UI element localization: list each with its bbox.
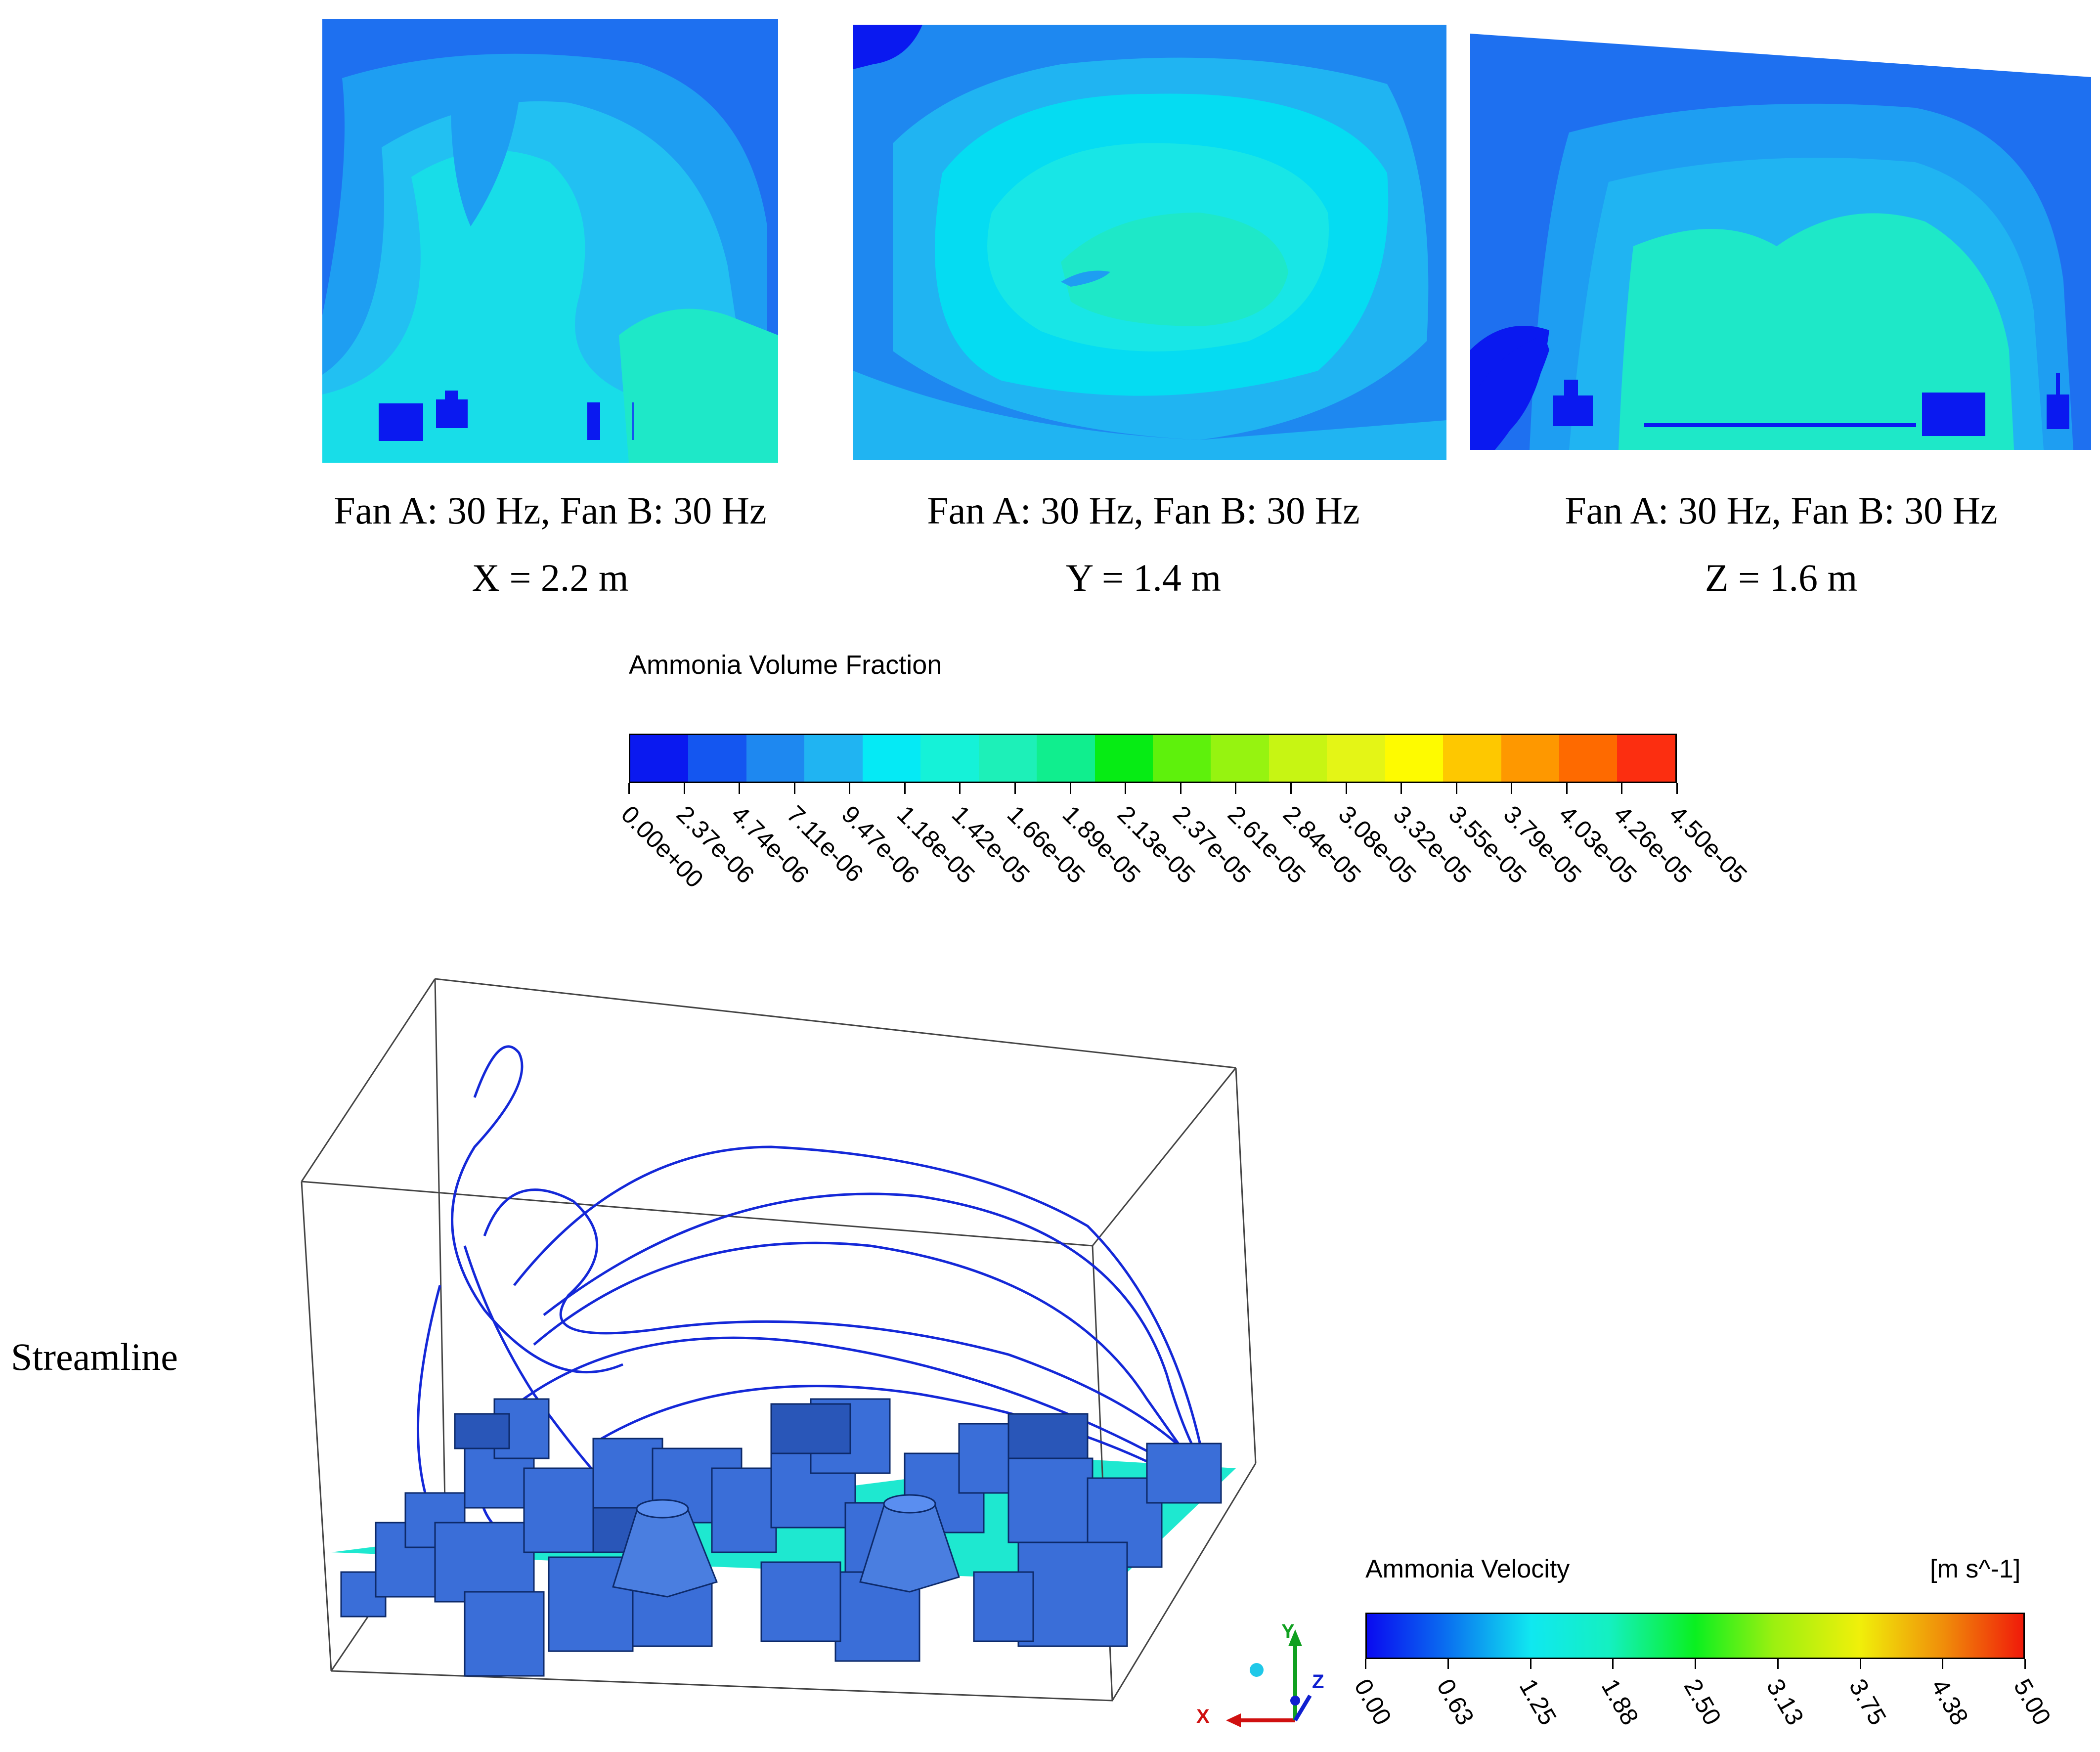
volume-fraction-color-segment [1559, 735, 1618, 782]
contour-plot-z [1470, 34, 2091, 450]
contour-panel-z [1470, 34, 2091, 450]
velocity-tick-mark [1365, 1659, 1366, 1669]
velocity-tick-mark [1695, 1659, 1696, 1669]
velocity-tick-mark [1942, 1659, 1944, 1669]
volume-fraction-color-segment [1152, 735, 1211, 782]
volume-fraction-tick-mark [1069, 783, 1071, 794]
volume-fraction-color-segment [1617, 735, 1675, 782]
volume-fraction-tick-mark [959, 783, 961, 794]
volume-fraction-color-segment [1211, 735, 1269, 782]
velocity-tick-label: 0.00 [1349, 1674, 1397, 1730]
caption-panel-y-plane: Y = 1.4 m [1065, 556, 1222, 599]
caption-panel-x-plane: X = 2.2 m [472, 556, 629, 599]
axis-triad [1226, 1629, 1312, 1727]
volume-fraction-color-segment [688, 735, 746, 782]
volume-fraction-tick-mark [1511, 783, 1513, 794]
contour-plot-y [853, 25, 1446, 460]
caption-panel-z-plane: Z = 1.6 m [1705, 556, 1858, 599]
volume-fraction-tick-mark [1014, 783, 1016, 794]
streamline-label: Streamline [11, 1335, 178, 1378]
velocity-legend-title: Ammonia Velocity [1365, 1555, 1570, 1583]
caption-panel-z-fans: Fan A: 30 Hz, Fan B: 30 Hz [1565, 489, 1998, 532]
volume-fraction-color-segment [1501, 735, 1559, 782]
volume-fraction-tick-mark [1621, 783, 1623, 794]
velocity-legend-unit: [m s^-1] [1930, 1555, 2021, 1583]
equipment-blocks [340, 1398, 1222, 1677]
triad-z-label: Z [1312, 1671, 1324, 1693]
volume-fraction-color-segment [920, 735, 979, 782]
volume-fraction-tick-mark [849, 783, 851, 794]
volume-fraction-legend-title: Ammonia Volume Fraction [629, 650, 942, 680]
volume-fraction-tick-mark [1345, 783, 1347, 794]
velocity-tick-label: 1.25 [1514, 1674, 1562, 1730]
volume-fraction-color-segment [1443, 735, 1501, 782]
volume-fraction-tick-mark [1235, 783, 1237, 794]
triad-x-label: X [1196, 1706, 1210, 1727]
volume-fraction-tick-mark [1566, 783, 1568, 794]
volume-fraction-tick-mark [683, 783, 685, 794]
triad-z-axis [1293, 1694, 1312, 1722]
volume-fraction-color-segment [804, 735, 863, 782]
volume-fraction-tick-mark [1676, 783, 1678, 794]
velocity-tick-label: 3.75 [1843, 1674, 1892, 1730]
volume-fraction-color-segment [1327, 735, 1385, 782]
velocity-tick-label: 0.63 [1431, 1674, 1480, 1730]
streamline-scene [301, 978, 1312, 1727]
velocity-tick-mark [1447, 1659, 1449, 1669]
volume-fraction-tick-mark [628, 783, 630, 794]
velocity-tick-label: 4.38 [1925, 1674, 1974, 1730]
triad-y-label: Y [1281, 1621, 1295, 1642]
contour-panel-y [853, 25, 1446, 460]
volume-fraction-color-segment [1094, 735, 1153, 782]
volume-fraction-tick-mark [793, 783, 795, 794]
velocity-tick-mark [1530, 1659, 1531, 1669]
volume-fraction-color-segment [1269, 735, 1327, 782]
contour-panel-x [322, 19, 778, 463]
volume-fraction-colorbar [629, 734, 1677, 783]
velocity-tick-label: 1.88 [1596, 1674, 1645, 1730]
volume-fraction-color-segment [1037, 735, 1095, 782]
velocity-colorbar [1365, 1613, 2025, 1659]
velocity-tick-mark [1612, 1659, 1614, 1669]
caption-panel-x-fans: Fan A: 30 Hz, Fan B: 30 Hz [334, 489, 767, 532]
caption-panel-y-fans: Fan A: 30 Hz, Fan B: 30 Hz [927, 489, 1360, 532]
volume-fraction-tick-mark [1180, 783, 1181, 794]
volume-fraction-tick-mark [1290, 783, 1292, 794]
volume-fraction-color-segment [630, 735, 689, 782]
velocity-tick-label: 2.50 [1678, 1674, 1727, 1730]
volume-fraction-color-segment [1385, 735, 1444, 782]
velocity-tick-mark [1859, 1659, 1861, 1669]
triad-origin-marker [1250, 1663, 1264, 1677]
volume-fraction-color-segment [978, 735, 1037, 782]
velocity-tick-mark [2024, 1659, 2026, 1669]
volume-fraction-tick-mark [1125, 783, 1127, 794]
volume-fraction-tick-mark [1455, 783, 1457, 794]
volume-fraction-tick-mark [1400, 783, 1402, 794]
velocity-tick-mark [1777, 1659, 1779, 1669]
room-box-outline [301, 978, 1257, 1702]
volume-fraction-color-segment [746, 735, 805, 782]
volume-fraction-tick-mark [739, 783, 741, 794]
volume-fraction-color-segment [862, 735, 921, 782]
contour-plot-x [322, 19, 778, 463]
velocity-tick-label: 5.00 [2008, 1674, 2056, 1730]
velocity-tick-label: 3.13 [1761, 1674, 1809, 1730]
volume-fraction-tick-mark [904, 783, 906, 794]
